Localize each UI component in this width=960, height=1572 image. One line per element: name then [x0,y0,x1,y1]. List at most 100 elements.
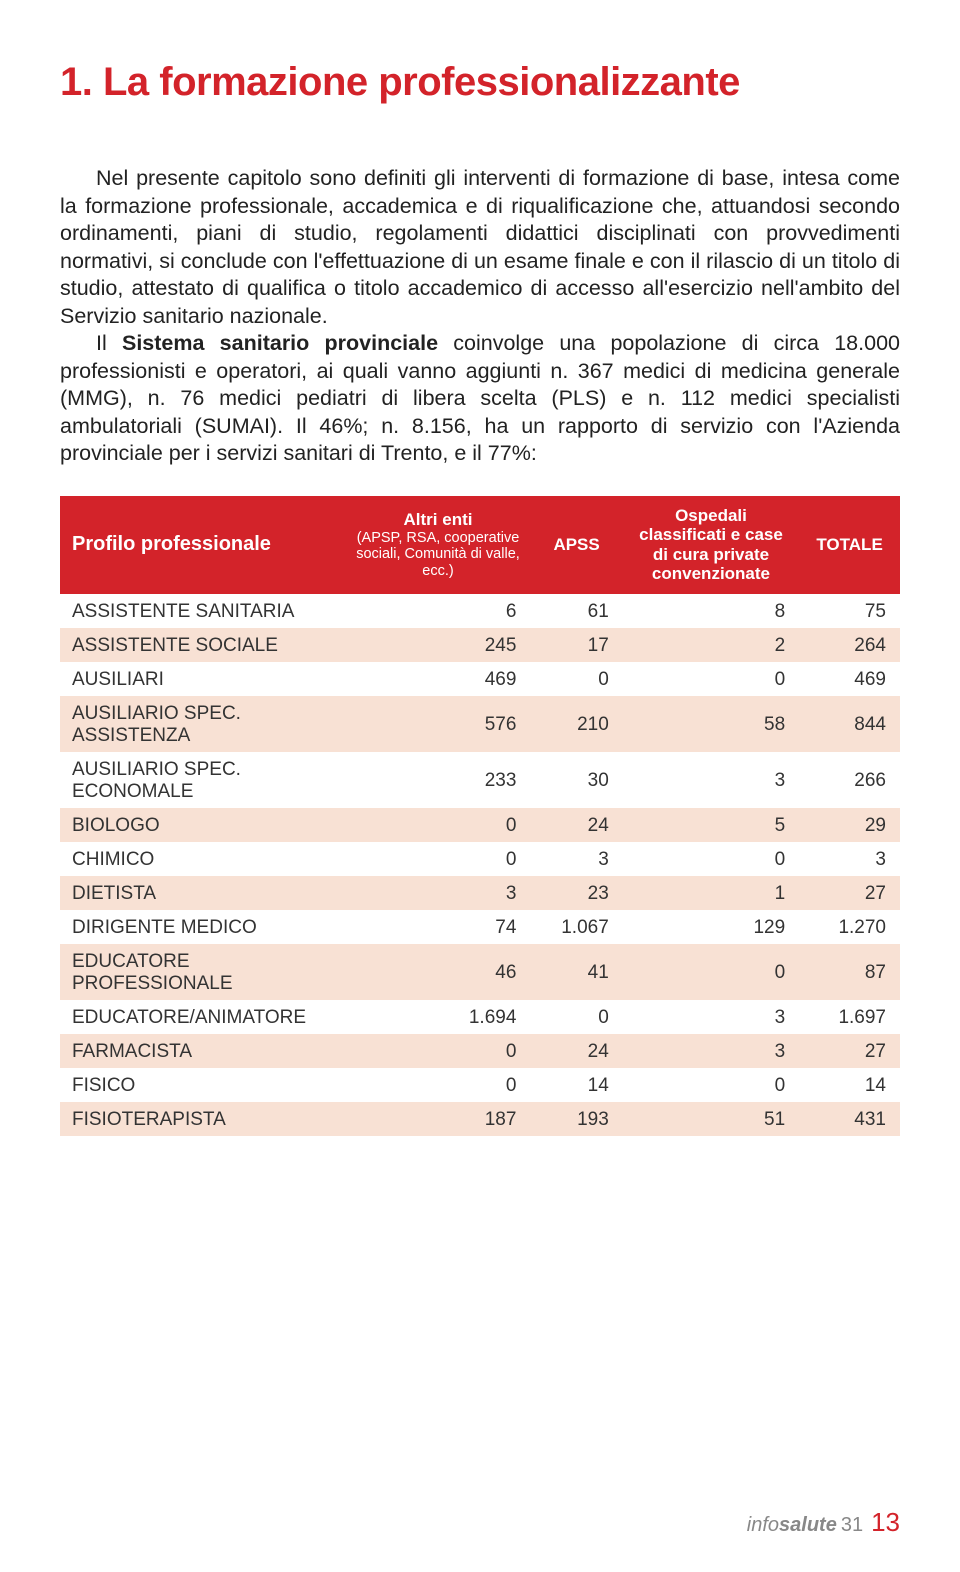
cell-value: 0 [623,842,799,876]
cell-value: 75 [799,594,900,628]
cell-value: 210 [530,696,622,752]
cell-value: 2 [623,628,799,662]
cell-value: 23 [530,876,622,910]
cell-label: BIOLOGO [60,808,346,842]
cell-value: 74 [346,910,531,944]
cell-label: ASSISTENTE SOCIALE [60,628,346,662]
cell-value: 844 [799,696,900,752]
cell-value: 14 [799,1068,900,1102]
p2-bold: Sistema sanitario provinciale [122,331,438,355]
table-row: EDUCATORE PROFESSIONALE4641087 [60,944,900,1000]
table-row: AUSILIARIO SPEC. ASSISTENZA57621058844 [60,696,900,752]
footer-page: 13 [871,1507,900,1537]
cell-value: 3 [530,842,622,876]
table-head: Profilo professionale Altri enti (APSP, … [60,496,900,594]
th-apss: APSS [530,496,622,594]
cell-value: 1 [623,876,799,910]
th-osp: Ospedali classificati e case di cura pri… [623,496,799,594]
cell-value: 3 [346,876,531,910]
cell-value: 0 [346,808,531,842]
cell-value: 0 [530,662,622,696]
cell-label: EDUCATORE/ANIMATORE [60,1000,346,1034]
cell-value: 0 [623,1068,799,1102]
cell-label: ASSISTENTE SANITARIA [60,594,346,628]
cell-value: 51 [623,1102,799,1136]
cell-value: 576 [346,696,531,752]
cell-value: 30 [530,752,622,808]
cell-value: 17 [530,628,622,662]
table-row: ASSISTENTE SOCIALE245172264 [60,628,900,662]
cell-value: 0 [346,1034,531,1068]
table-row: DIRIGENTE MEDICO741.0671291.270 [60,910,900,944]
table-row: BIOLOGO024529 [60,808,900,842]
cell-value: 1.270 [799,910,900,944]
cell-value: 58 [623,696,799,752]
cell-value: 3 [623,1034,799,1068]
cell-label: DIRIGENTE MEDICO [60,910,346,944]
cell-value: 266 [799,752,900,808]
cell-value: 27 [799,1034,900,1068]
cell-value: 5 [623,808,799,842]
table-row: CHIMICO0303 [60,842,900,876]
cell-value: 469 [799,662,900,696]
table-row: FISIOTERAPISTA18719351431 [60,1102,900,1136]
cell-value: 27 [799,876,900,910]
cell-value: 0 [623,662,799,696]
cell-value: 41 [530,944,622,1000]
cell-value: 14 [530,1068,622,1102]
p2-pre: Il [96,331,122,355]
th-altri: Altri enti (APSP, RSA, cooperative socia… [346,496,531,594]
profession-table: Profilo professionale Altri enti (APSP, … [60,496,900,1136]
table-row: AUSILIARIO SPEC. ECONOMALE233303266 [60,752,900,808]
cell-value: 1.067 [530,910,622,944]
cell-value: 3 [623,752,799,808]
footer-issue: 31 [841,1514,863,1536]
cell-value: 431 [799,1102,900,1136]
cell-label: EDUCATORE PROFESSIONALE [60,944,346,1000]
table-row: EDUCATORE/ANIMATORE1.694031.697 [60,1000,900,1034]
cell-value: 129 [623,910,799,944]
page-title: 1. La formazione professionalizzante [60,60,900,105]
cell-value: 0 [530,1000,622,1034]
cell-label: FISIOTERAPISTA [60,1102,346,1136]
cell-value: 193 [530,1102,622,1136]
footer-prefix: info [747,1514,779,1536]
table-row: FARMACISTA024327 [60,1034,900,1068]
cell-value: 3 [799,842,900,876]
cell-value: 1.697 [799,1000,900,1034]
table-row: DIETISTA323127 [60,876,900,910]
cell-value: 87 [799,944,900,1000]
th-profile: Profilo professionale [60,496,346,594]
cell-label: AUSILIARIO SPEC. ECONOMALE [60,752,346,808]
cell-value: 29 [799,808,900,842]
table-body: ASSISTENTE SANITARIA661875ASSISTENTE SOC… [60,594,900,1136]
cell-value: 24 [530,1034,622,1068]
cell-value: 3 [623,1000,799,1034]
paragraph-2: Il Sistema sanitario provinciale coinvol… [60,330,900,468]
cell-label: DIETISTA [60,876,346,910]
cell-label: AUSILIARI [60,662,346,696]
cell-value: 6 [346,594,531,628]
th-totale: TOTALE [799,496,900,594]
cell-value: 264 [799,628,900,662]
cell-value: 24 [530,808,622,842]
cell-label: FARMACISTA [60,1034,346,1068]
body-text: Nel presente capitolo sono definiti gli … [60,165,900,468]
table-row: ASSISTENTE SANITARIA661875 [60,594,900,628]
paragraph-1: Nel presente capitolo sono definiti gli … [60,165,900,330]
cell-label: CHIMICO [60,842,346,876]
table-row: AUSILIARI46900469 [60,662,900,696]
th-altri-title: Altri enti [404,510,473,529]
cell-value: 1.694 [346,1000,531,1034]
cell-value: 8 [623,594,799,628]
table-row: FISICO014014 [60,1068,900,1102]
footer-salute: salute [779,1514,837,1536]
page-footer: infosalute31 13 [747,1507,900,1538]
th-altri-sub: (APSP, RSA, cooperative sociali, Comunit… [354,530,523,580]
cell-value: 0 [623,944,799,1000]
cell-value: 0 [346,1068,531,1102]
cell-value: 0 [346,842,531,876]
cell-label: AUSILIARIO SPEC. ASSISTENZA [60,696,346,752]
cell-value: 187 [346,1102,531,1136]
cell-value: 61 [530,594,622,628]
